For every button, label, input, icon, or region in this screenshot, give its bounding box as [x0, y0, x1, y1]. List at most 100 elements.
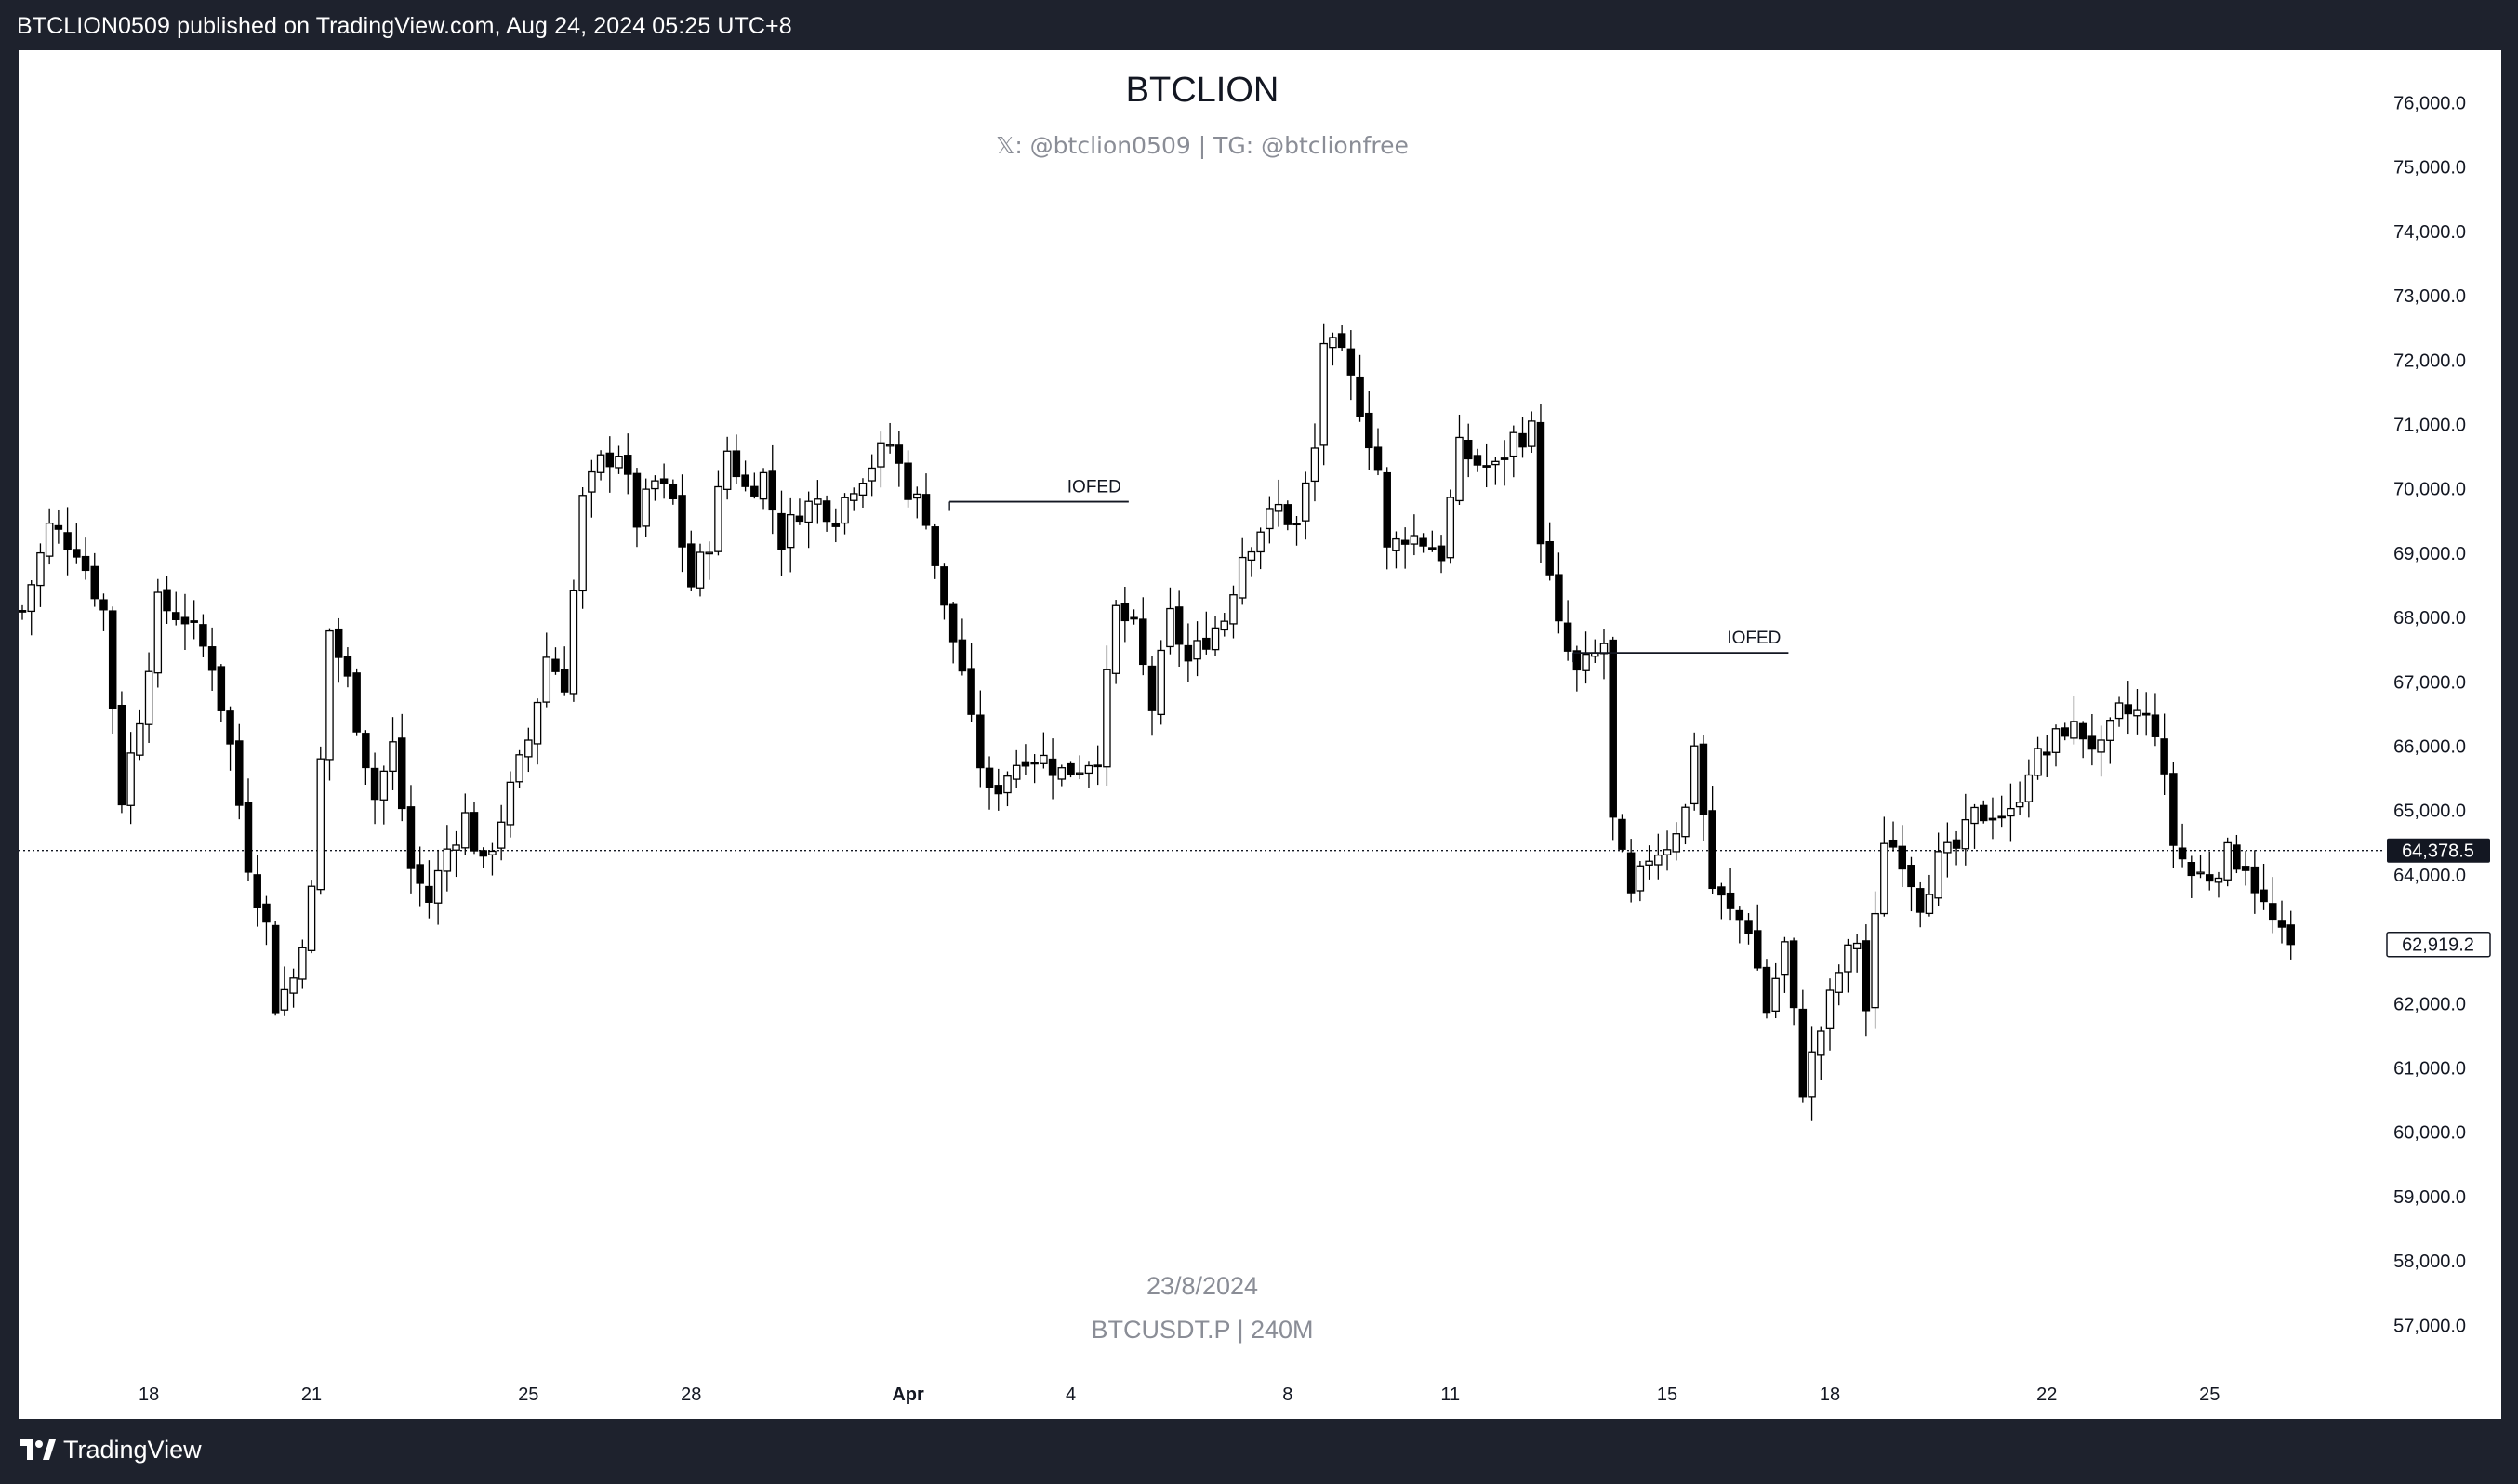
candle-body-down: [1563, 622, 1572, 652]
candle-body-up: [1509, 431, 1518, 457]
candle-body-down: [1555, 574, 1563, 622]
candle-body-down: [1997, 815, 2006, 819]
candle-body-down: [171, 612, 180, 620]
candle: [1979, 800, 1988, 824]
candle-body-down: [659, 478, 669, 484]
candle: [1247, 547, 1256, 577]
candle: [2250, 850, 2260, 914]
candle: [1184, 623, 1193, 682]
price-chart[interactable]: BTCLION 𝕏: @btclion0509 | TG: @btclionfr…: [19, 50, 2501, 1419]
candle-body-up: [2024, 774, 2034, 802]
candle: [1681, 803, 1690, 845]
candle-body-down: [795, 515, 804, 523]
x-tick-label: 25: [518, 1385, 538, 1405]
candle-body-down: [2187, 862, 2196, 877]
candle-body-down: [199, 624, 207, 647]
candle-body-down: [1618, 818, 1626, 850]
candle: [515, 749, 523, 788]
candle: [831, 508, 841, 543]
candle: [1292, 516, 1301, 546]
candle-body-up: [804, 500, 813, 523]
candle-body-down: [1337, 333, 1346, 349]
candle-body-down: [1184, 644, 1193, 662]
candle-body-down: [1147, 665, 1157, 711]
tradingview-brand[interactable]: TradingView: [63, 1436, 202, 1464]
annotations: IOFED IOFED: [948, 478, 1789, 663]
candle: [190, 600, 198, 640]
candle-body-up: [1301, 482, 1310, 522]
candle: [389, 717, 397, 790]
candle: [316, 746, 325, 895]
candle: [1988, 797, 1997, 840]
candle: [1699, 735, 1708, 841]
candle: [714, 470, 722, 556]
iofed-label: IOFED: [1067, 478, 1121, 497]
candle-body-up: [1075, 772, 1084, 775]
price-axis[interactable]: 76,000.0 75,000.0 74,000.0 73,000.0 72,000.0…: [2393, 94, 2466, 1337]
candle: [931, 523, 939, 579]
candle: [1500, 440, 1509, 486]
candle: [1012, 749, 1021, 788]
candle: [1518, 417, 1527, 458]
y-tick-label: 64,000.0: [2393, 866, 2466, 886]
candle: [73, 523, 81, 564]
candle-body-up: [1771, 977, 1780, 1012]
candle: [814, 480, 822, 524]
candle-body-down: [262, 903, 271, 923]
candle: [1464, 423, 1473, 478]
candle: [2277, 900, 2286, 944]
candle-body-up: [1599, 643, 1609, 655]
candle-body-up: [316, 758, 325, 891]
candle-body-down: [560, 669, 569, 693]
candle: [777, 490, 786, 576]
y-tick-label: 65,000.0: [2393, 802, 2466, 822]
candle-body-up: [651, 480, 659, 490]
candle-body-down: [63, 532, 72, 550]
candle-body-down: [1482, 465, 1491, 468]
candle-body-up: [1329, 337, 1337, 349]
candle: [1735, 906, 1744, 944]
candle: [533, 698, 542, 765]
candle: [171, 591, 180, 626]
time-axis[interactable]: 18 21 25 28 Apr 4 8 11 15 18 22 25: [139, 1385, 2220, 1405]
candle: [1040, 732, 1048, 769]
last-price-label: 62,919.2: [2402, 935, 2474, 956]
candle-body-down: [1283, 504, 1292, 525]
candle: [642, 478, 650, 537]
candle: [1970, 803, 1979, 849]
candle-body-up: [1166, 607, 1174, 648]
candle-body-down: [1021, 761, 1030, 767]
candle: [1599, 629, 1609, 680]
x-tick-label: 18: [139, 1385, 159, 1405]
candle: [2260, 864, 2268, 910]
candle-body-up: [1934, 851, 1942, 899]
candle-body-down: [352, 672, 361, 733]
candle: [2087, 714, 2097, 766]
candle-body-up: [913, 493, 921, 499]
candle-body-down: [2087, 735, 2097, 750]
candle-body-up: [588, 470, 596, 493]
candle-body-up: [814, 498, 822, 505]
candle-body-up: [533, 701, 542, 745]
candle-body-up: [569, 590, 578, 695]
candle: [117, 691, 126, 814]
y-tick-label: 67,000.0: [2393, 672, 2466, 693]
tradingview-logo-icon[interactable]: [19, 1438, 56, 1462]
candle-body-up: [2034, 748, 2042, 776]
x-tick-label: 8: [1282, 1385, 1292, 1405]
candle: [1781, 936, 1789, 993]
y-tick-label: 58,000.0: [2393, 1252, 2466, 1272]
candle: [940, 563, 948, 620]
candle: [1383, 467, 1391, 570]
candle: [849, 487, 858, 511]
candle-body-up: [615, 456, 623, 469]
candle: [1654, 833, 1663, 880]
candle-body-down: [623, 455, 632, 475]
candle: [370, 752, 379, 825]
candle-body-up: [153, 591, 163, 674]
candle-body-up: [2015, 802, 2024, 808]
candle: [1446, 489, 1455, 564]
candle-body-up: [877, 442, 885, 468]
candle: [1274, 479, 1283, 527]
candle-body-up: [144, 670, 153, 725]
